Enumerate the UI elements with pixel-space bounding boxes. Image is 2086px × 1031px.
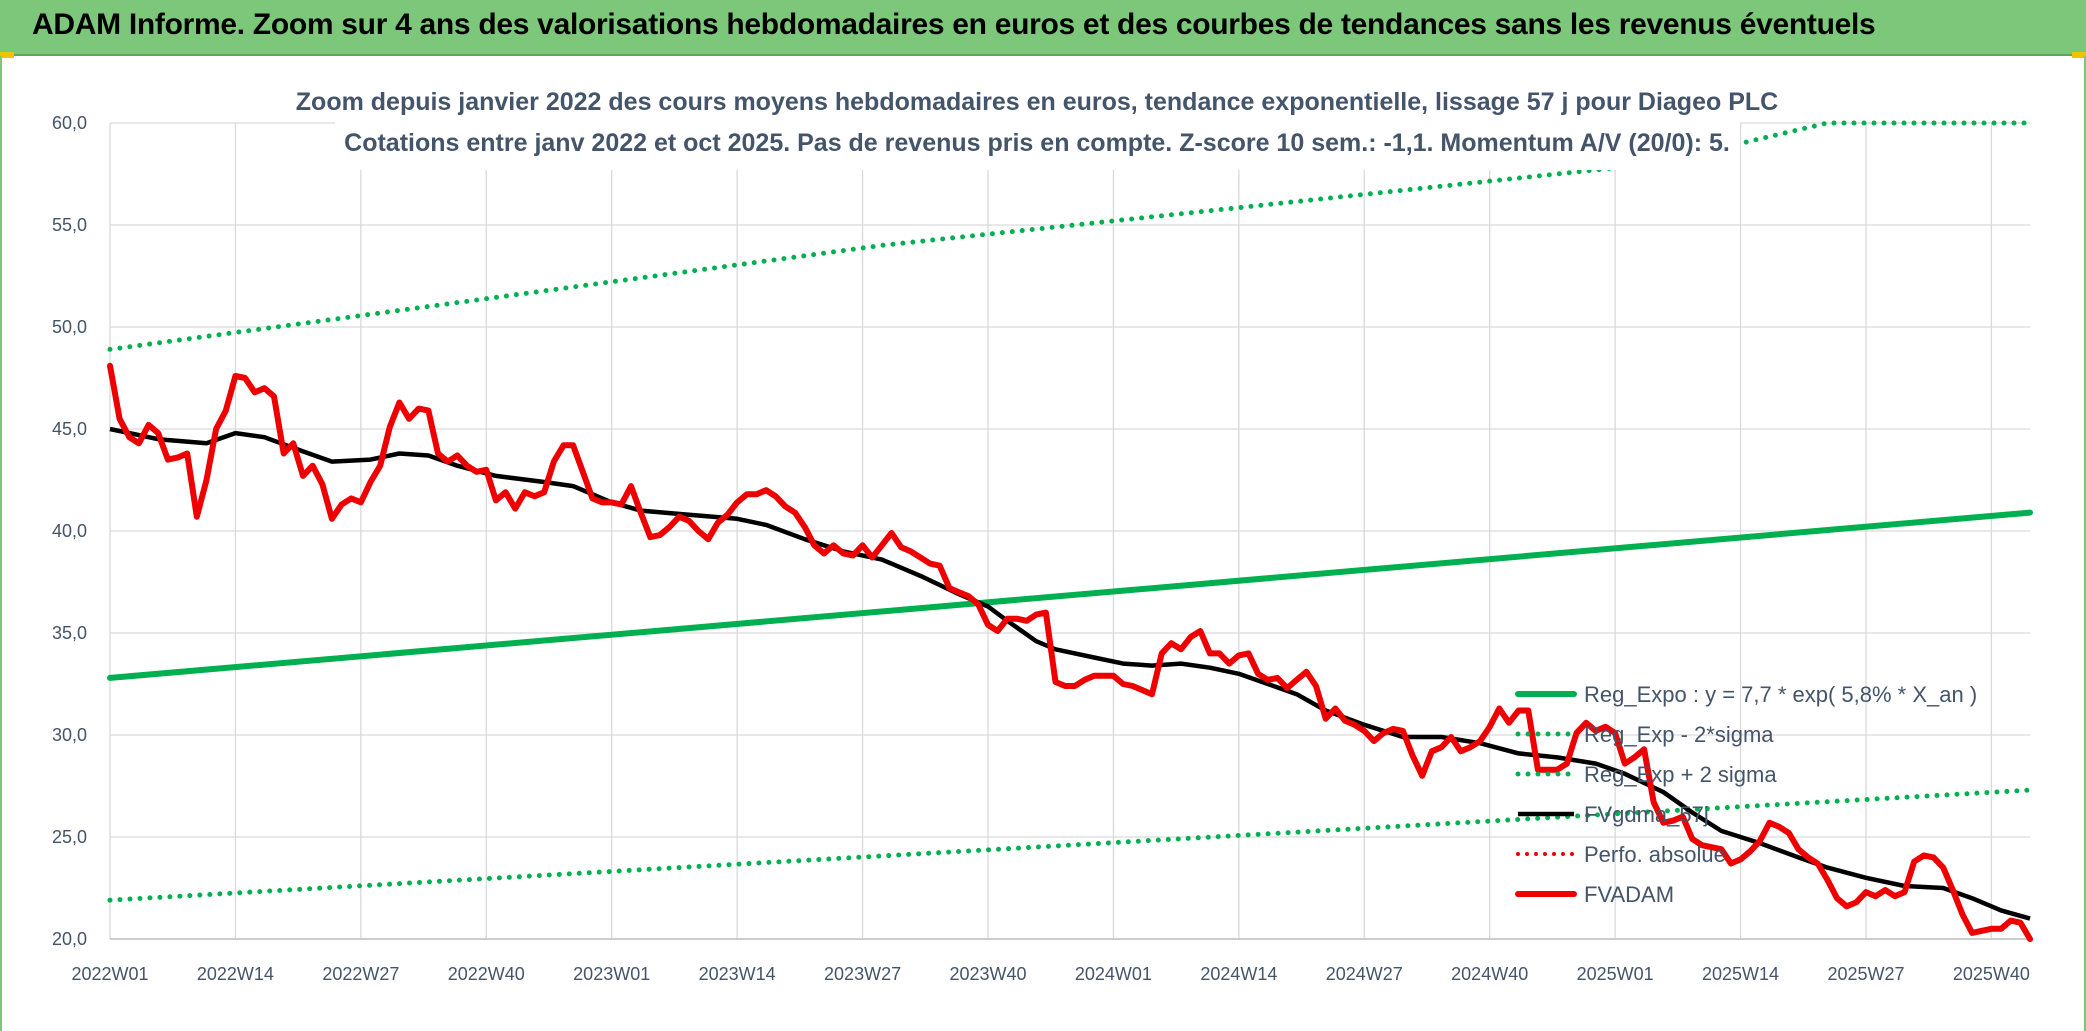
series-group xyxy=(107,120,2033,942)
chart-area xyxy=(0,56,2086,1031)
y-tick-label: 20,0 xyxy=(52,929,87,949)
legend-label: Perfo. absolue xyxy=(1584,842,1726,867)
legend-label: Reg_Exp - 2*sigma xyxy=(1584,722,1774,747)
x-axis-ticks: 2022W01 2022W14 2022W27 2022W40 2023W01 2023W… xyxy=(71,964,2029,984)
x-tick-label: 2024W27 xyxy=(1326,964,1403,984)
series-line-reg-exp-2-sigma xyxy=(107,120,2033,352)
corner-marker-left xyxy=(0,52,14,58)
y-tick-label: 40,0 xyxy=(52,521,87,541)
x-tick-label: 2022W27 xyxy=(322,964,399,984)
legend-label: Reg_Exp + 2 sigma xyxy=(1584,762,1777,787)
series-line-reg-expo-y-7-7-exp-5-8-x-an xyxy=(107,509,2033,681)
y-tick-label: 55,0 xyxy=(52,215,87,235)
series-line-reg-exp-2-sigma xyxy=(107,787,2033,903)
corner-marker-right xyxy=(2072,52,2086,58)
legend-label: FVADAM xyxy=(1584,882,1674,907)
x-tick-label: 2023W40 xyxy=(949,964,1026,984)
title-background xyxy=(335,84,1740,170)
legend-label: FVgdma_57j xyxy=(1584,802,1709,827)
x-tick-label: 2022W40 xyxy=(448,964,525,984)
x-tick-label: 2023W14 xyxy=(699,964,776,984)
series-line-fvgdma-57j xyxy=(109,426,2031,921)
x-tick-label: 2024W01 xyxy=(1075,964,1152,984)
report-header: ADAM Informe. Zoom sur 4 ans des valoris… xyxy=(0,0,2086,56)
x-tick-label: 2024W14 xyxy=(1200,964,1277,984)
report-title: ADAM Informe. Zoom sur 4 ans des valoris… xyxy=(32,8,1876,41)
x-tick-label: 2022W01 xyxy=(71,964,148,984)
y-axis-ticks: 20,0 25,0 30,0 35,0 40,0 45,0 50,0 55,0 60,0 xyxy=(52,113,87,949)
y-tick-label: 50,0 xyxy=(52,317,87,337)
x-tick-label: 2023W01 xyxy=(573,964,650,984)
y-tick-label: 60,0 xyxy=(52,113,87,133)
x-tick-label: 2025W14 xyxy=(1702,964,1779,984)
y-tick-label: 30,0 xyxy=(52,725,87,745)
x-tick-label: 2025W40 xyxy=(1953,964,2030,984)
legend-label: Reg_Expo : y = 7,7 * exp( 5,8% * X_an ) xyxy=(1584,682,1977,707)
x-tick-label: 2025W01 xyxy=(1577,964,1654,984)
x-tick-label: 2024W40 xyxy=(1451,964,1528,984)
y-tick-label: 25,0 xyxy=(52,827,87,847)
y-tick-label: 35,0 xyxy=(52,623,87,643)
series-line-fvadam xyxy=(107,362,2033,942)
chart-title-line-1: Zoom depuis janvier 2022 des cours moyen… xyxy=(296,88,1778,116)
gridlines xyxy=(109,122,2030,940)
x-tick-label: 2022W14 xyxy=(197,964,274,984)
y-tick-label: 45,0 xyxy=(52,419,87,439)
chart-title-line-2: Cotations entre janv 2022 et oct 2025. P… xyxy=(344,129,1730,157)
legend: Reg_Expo : y = 7,7 * exp( 5,8% * X_an ) R… xyxy=(1515,682,1977,907)
x-tick-label: 2025W27 xyxy=(1827,964,1904,984)
x-tick-label: 2023W27 xyxy=(824,964,901,984)
